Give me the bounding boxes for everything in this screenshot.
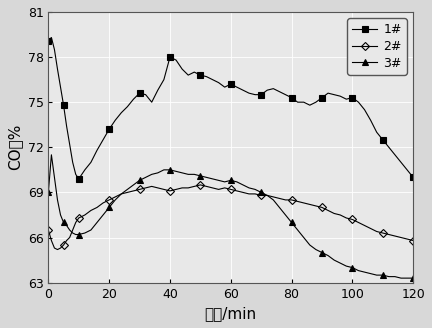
3#	[398, 276, 403, 280]
3#	[49, 153, 54, 157]
2#	[204, 184, 209, 188]
3#	[143, 175, 148, 179]
2#	[198, 183, 203, 187]
2#	[46, 228, 51, 232]
3#	[410, 276, 416, 280]
2#	[192, 184, 197, 188]
Y-axis label: CO／%: CO／%	[7, 124, 22, 171]
2#	[338, 213, 343, 217]
1#	[76, 177, 81, 181]
1#	[149, 100, 154, 104]
3#	[192, 173, 197, 176]
3#	[331, 258, 337, 262]
3#	[119, 192, 124, 196]
1#	[204, 75, 209, 79]
1#	[64, 124, 69, 128]
1#	[410, 175, 416, 179]
2#	[410, 238, 416, 242]
1#	[338, 94, 343, 98]
Line: 1#: 1#	[46, 35, 416, 182]
2#	[55, 248, 60, 252]
3#	[64, 223, 69, 227]
Legend: 1#, 2#, 3#: 1#, 2#, 3#	[347, 18, 407, 75]
2#	[143, 186, 148, 190]
1#	[46, 39, 51, 43]
X-axis label: 时间/min: 时间/min	[205, 306, 257, 321]
2#	[64, 238, 69, 242]
3#	[198, 174, 203, 178]
3#	[46, 191, 51, 195]
1#	[198, 73, 203, 77]
Line: 2#: 2#	[46, 182, 416, 252]
1#	[125, 105, 130, 109]
2#	[119, 192, 124, 196]
Line: 3#: 3#	[46, 152, 416, 281]
1#	[49, 35, 54, 39]
